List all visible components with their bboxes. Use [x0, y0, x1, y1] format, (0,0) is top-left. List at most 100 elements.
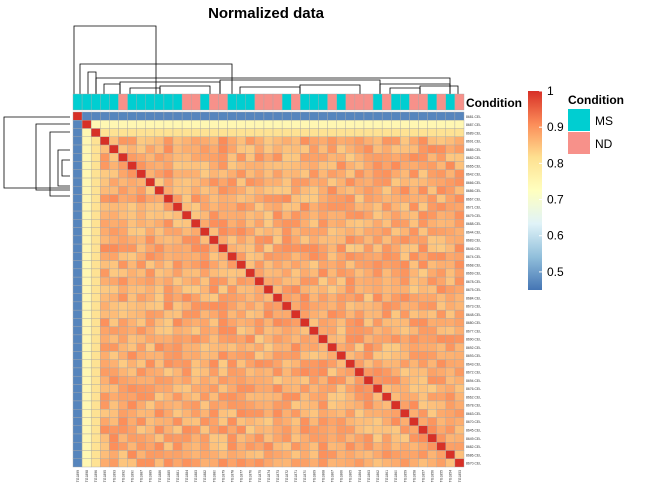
heatmap-cell: [454, 400, 465, 410]
heatmap-cell: [454, 169, 465, 179]
heatmap-cell: [209, 128, 219, 137]
heatmap-cell: [154, 309, 165, 319]
row-label: 8663.CEL: [466, 412, 481, 416]
heatmap-cell: [263, 285, 274, 294]
heatmap-cell: [181, 458, 192, 468]
heatmap-cell: [427, 309, 437, 319]
legend-label-nd: ND: [595, 137, 613, 151]
heatmap-cell: [154, 235, 165, 245]
heatmap-cell: [281, 285, 292, 294]
heatmap-cell: [345, 309, 356, 319]
heatmap-cell: [100, 400, 110, 410]
heatmap-cell: [145, 153, 156, 162]
heatmap-cell: [163, 375, 174, 385]
heatmap-cell: [354, 153, 365, 162]
heatmap-cell: [363, 342, 374, 352]
annotation-cell: [336, 93, 346, 111]
heatmap-cell: [200, 442, 210, 451]
heatmap-cell: [272, 392, 283, 402]
heatmap-cell: [309, 384, 319, 393]
row-label: 8668.CEL: [466, 263, 481, 267]
heatmap-cell: [81, 227, 92, 237]
heatmap-cell: [191, 400, 201, 410]
heatmap-cell: [327, 409, 337, 418]
heatmap-cell: [418, 177, 428, 187]
heatmap-cell: [454, 260, 465, 270]
heatmap-cell: [191, 136, 201, 146]
heatmap-cell: [345, 153, 356, 162]
heatmap-cell: [245, 367, 256, 377]
heatmap-cell: [118, 351, 128, 360]
heatmap-cell: [436, 235, 447, 245]
heatmap-cell: [327, 301, 337, 311]
heatmap-cell: [436, 326, 447, 336]
heatmap-cell: [409, 417, 419, 426]
heatmap-cell: [154, 128, 165, 137]
heatmap-cell: [254, 210, 265, 220]
heatmap-cell: [391, 161, 401, 170]
heatmap-cell: [381, 276, 392, 286]
heatmap-cell: [300, 210, 310, 220]
heatmap-cell: [127, 136, 137, 146]
heatmap-cell: [391, 458, 401, 468]
heatmap-cell: [409, 450, 419, 459]
heatmap-cell: [372, 219, 383, 228]
heatmap-cell: [372, 186, 383, 195]
heatmap-cell: [372, 169, 383, 179]
heatmap-cell: [118, 252, 128, 261]
heatmap-cell: [272, 227, 283, 237]
heatmap-cell: [409, 309, 419, 319]
heatmap-cell: [281, 276, 292, 286]
legend-swatch-ms: [568, 109, 590, 131]
heatmap-cell: [81, 186, 92, 195]
heatmap-cell: [372, 351, 383, 360]
heatmap-cell: [309, 417, 319, 426]
heatmap-cell: [136, 177, 146, 187]
heatmap-cell: [336, 375, 346, 385]
heatmap-cell: [100, 260, 110, 270]
heatmap-cell: [127, 111, 137, 121]
heatmap-cell: [363, 210, 374, 220]
heatmap-cell: [454, 227, 465, 237]
heatmap-cell: [236, 186, 246, 195]
row-label: 8690.CEL: [466, 338, 481, 342]
heatmap-cell: [236, 367, 246, 377]
heatmap-cell: [118, 285, 128, 294]
heatmap-cell: [436, 384, 447, 393]
heatmap-cell: [291, 235, 301, 245]
heatmap-cell: [109, 169, 119, 179]
heatmap-cell: [372, 318, 383, 327]
column-label: TG1862: [376, 470, 380, 482]
heatmap-cell: [254, 128, 265, 137]
heatmap-cell: [236, 309, 246, 319]
heatmap-cell: [363, 326, 374, 336]
heatmap-cell: [327, 120, 337, 129]
heatmap-cell: [90, 161, 101, 170]
heatmap-cell: [154, 136, 165, 146]
heatmap-cell: [291, 120, 301, 129]
heatmap-cell: [127, 128, 137, 137]
heatmap-cell: [281, 177, 292, 187]
heatmap-cell: [263, 367, 274, 377]
heatmap-cell: [109, 326, 119, 336]
heatmap-cell: [381, 194, 392, 204]
heatmap-cell: [172, 227, 183, 237]
heatmap-cell: [163, 252, 174, 261]
column-label: TG1877: [240, 470, 244, 482]
heatmap-cell: [100, 186, 110, 195]
heatmap-cell: [236, 111, 246, 121]
heatmap-cell: [136, 268, 146, 278]
heatmap-cell: [363, 301, 374, 311]
heatmap-cell: [145, 342, 156, 352]
row-label: 8686.CEL: [466, 453, 481, 457]
column-label: TG1895: [103, 470, 107, 482]
heatmap-cell: [272, 111, 283, 121]
heatmap-cell: [363, 433, 374, 443]
annotation-cell: [454, 93, 465, 111]
heatmap-cell: [118, 318, 128, 327]
heatmap-cell: [281, 442, 292, 451]
heatmap-cell: [181, 425, 192, 435]
heatmap-cell: [400, 268, 410, 278]
annotation-cell: [372, 93, 383, 111]
heatmap-cell: [381, 450, 392, 459]
